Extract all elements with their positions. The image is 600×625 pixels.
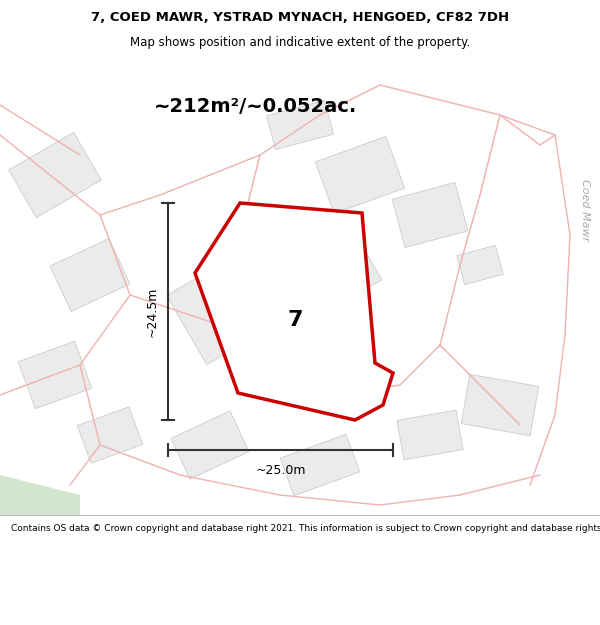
Text: Map shows position and indicative extent of the property.: Map shows position and indicative extent…	[130, 36, 470, 49]
Polygon shape	[280, 434, 360, 496]
Polygon shape	[167, 246, 293, 364]
Polygon shape	[0, 475, 80, 515]
Polygon shape	[50, 239, 130, 311]
Text: ~212m²/~0.052ac.: ~212m²/~0.052ac.	[154, 98, 356, 116]
Text: ~25.0m: ~25.0m	[255, 464, 306, 476]
Polygon shape	[77, 407, 143, 463]
Polygon shape	[392, 182, 468, 248]
Polygon shape	[171, 411, 249, 479]
Polygon shape	[316, 136, 404, 214]
Polygon shape	[18, 341, 92, 409]
Polygon shape	[461, 374, 539, 436]
Text: Coed Mawr: Coed Mawr	[580, 179, 590, 241]
Text: 7: 7	[287, 310, 303, 330]
Polygon shape	[397, 410, 463, 460]
Polygon shape	[278, 228, 382, 322]
Polygon shape	[457, 246, 503, 284]
Text: Contains OS data © Crown copyright and database right 2021. This information is : Contains OS data © Crown copyright and d…	[11, 524, 600, 532]
Polygon shape	[266, 101, 334, 149]
Text: 7, COED MAWR, YSTRAD MYNACH, HENGOED, CF82 7DH: 7, COED MAWR, YSTRAD MYNACH, HENGOED, CF…	[91, 11, 509, 24]
Text: ~24.5m: ~24.5m	[146, 286, 158, 337]
Polygon shape	[9, 132, 101, 218]
Polygon shape	[195, 203, 393, 420]
